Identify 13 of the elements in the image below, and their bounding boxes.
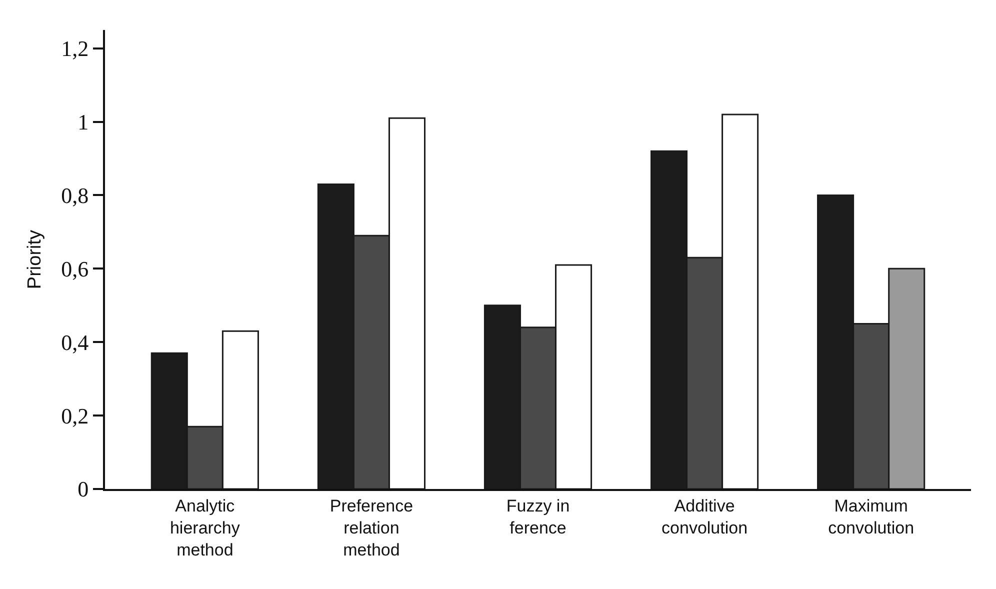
x-tick-label: Analytic hierarchy method (170, 496, 240, 560)
y-axis-title: Priority (24, 229, 46, 290)
x-tick-label: Additive convolution (662, 496, 748, 538)
y-tick-label: 0,4 (61, 330, 89, 355)
y-tick-label: 0,6 (61, 256, 89, 282)
y-tick-label: 0,2 (61, 403, 89, 428)
y-tick-label: 0 (78, 476, 89, 502)
y-tick-label: 1,2 (61, 36, 89, 62)
x-tick-label: Preference relation method (330, 496, 414, 560)
y-tick-label: 0,8 (61, 182, 89, 208)
x-tick-label: Fuzzy in ference (506, 496, 570, 538)
y-tick-label: 1 (78, 110, 89, 134)
x-tick-label: Maximum convolution (828, 496, 914, 538)
